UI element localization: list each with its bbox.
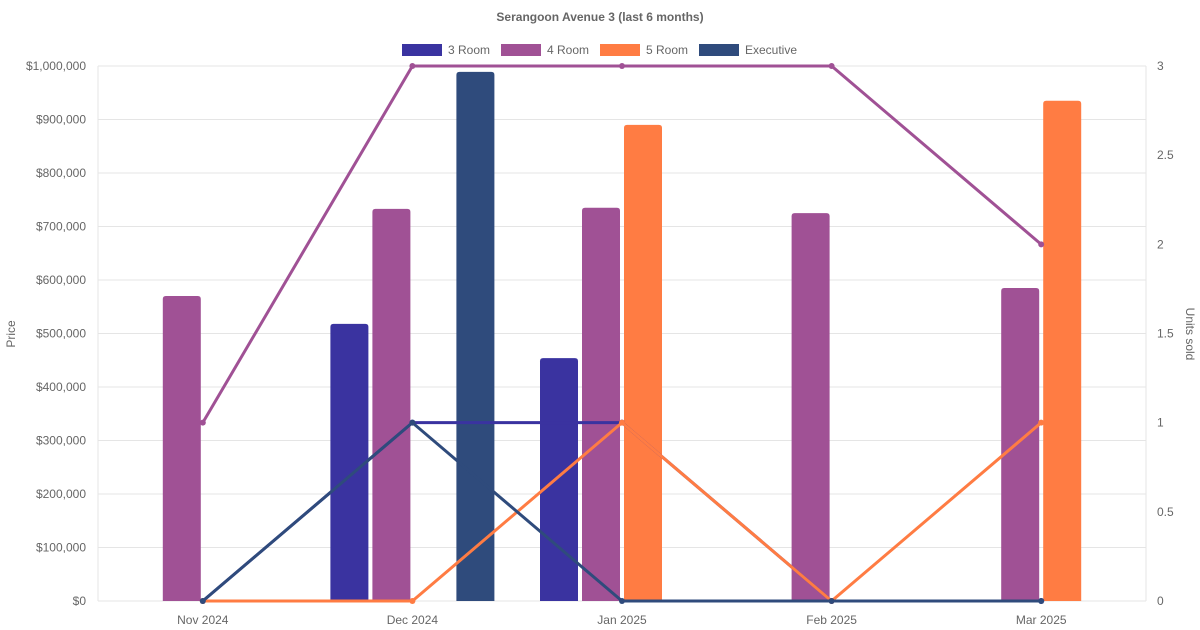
line-5-room xyxy=(202,420,1043,603)
bar-3-room xyxy=(330,323,369,601)
legend-label: Executive xyxy=(745,43,797,57)
legend: 3 Room 4 Room 5 Room Executive xyxy=(402,43,797,57)
y-tick-label: $1,000,000 xyxy=(26,59,86,73)
y2-tick-label: 2.5 xyxy=(1157,148,1174,162)
bar-4-room xyxy=(1001,288,1040,601)
x-tick-label: Feb 2025 xyxy=(806,613,857,627)
line-executive xyxy=(201,420,1042,603)
y2-axis-title: Units sold xyxy=(1183,308,1197,361)
y-tick-label: $400,000 xyxy=(36,380,86,394)
x-tick-label: Dec 2024 xyxy=(387,613,439,627)
y-tick-label: $0 xyxy=(73,594,87,608)
y-tick-label: $300,000 xyxy=(36,434,86,448)
bar-5-room xyxy=(1043,100,1082,602)
y2-tick-label: 0.5 xyxy=(1157,505,1174,519)
legend-label: 5 Room xyxy=(646,43,688,57)
bars xyxy=(162,71,1082,602)
bar-4-room xyxy=(372,208,411,601)
point xyxy=(619,63,625,69)
line-3-room xyxy=(201,421,1042,603)
x-tick-label: Mar 2025 xyxy=(1016,613,1067,627)
legend-label: 3 Room xyxy=(448,43,490,57)
y-tick-label: $900,000 xyxy=(36,113,86,127)
lines xyxy=(199,63,1045,604)
y-tick-label: $200,000 xyxy=(36,487,86,501)
point xyxy=(409,63,416,69)
legend-swatch xyxy=(501,44,541,56)
point xyxy=(619,598,625,604)
bar-3-room xyxy=(540,358,578,601)
point xyxy=(199,598,206,604)
bar-4-room xyxy=(582,207,620,601)
legend-label: 4 Room xyxy=(547,43,589,57)
y-axis-title: Price xyxy=(4,320,18,348)
y2-tick-label: 1 xyxy=(1157,416,1164,430)
point xyxy=(409,598,416,604)
point xyxy=(619,419,625,426)
grid-lines xyxy=(97,65,1147,602)
point xyxy=(1038,419,1045,426)
legend-swatch xyxy=(600,44,640,56)
point xyxy=(828,63,835,69)
legend-swatch xyxy=(699,44,739,56)
x-tick-label: Jan 2025 xyxy=(597,613,647,627)
y-tick-label: $700,000 xyxy=(36,220,86,234)
chart-title: Serangoon Avenue 3 (last 6 months) xyxy=(496,10,703,24)
y-tick-label: $500,000 xyxy=(36,327,86,341)
point xyxy=(1038,241,1045,248)
y-tick-label: $800,000 xyxy=(36,166,86,180)
point xyxy=(199,419,206,426)
y2-tick-label: 0 xyxy=(1157,594,1164,608)
x-tick-label: Nov 2024 xyxy=(177,613,229,627)
y-axis-right: 0 0.5 1 1.5 2 2.5 3 xyxy=(1157,59,1174,608)
y2-tick-label: 3 xyxy=(1157,59,1164,73)
y-tick-label: $600,000 xyxy=(36,273,86,287)
y2-tick-label: 2 xyxy=(1157,237,1164,251)
bar-executive xyxy=(456,71,495,601)
point xyxy=(1038,598,1045,604)
point xyxy=(409,419,416,426)
bar-4-room xyxy=(791,213,830,601)
bar-5-room xyxy=(624,124,662,601)
x-axis: Nov 2024 Dec 2024 Jan 2025 Feb 2025 Mar 2025 xyxy=(177,613,1067,627)
y2-tick-label: 1.5 xyxy=(1157,327,1174,341)
legend-swatch xyxy=(402,44,442,56)
y-axis-left: $0 $100,000 $200,000 $300,000 $400,000 $500,0… xyxy=(26,59,86,608)
point xyxy=(828,598,835,604)
y-tick-label: $100,000 xyxy=(36,541,86,555)
bar-4-room xyxy=(162,296,201,601)
